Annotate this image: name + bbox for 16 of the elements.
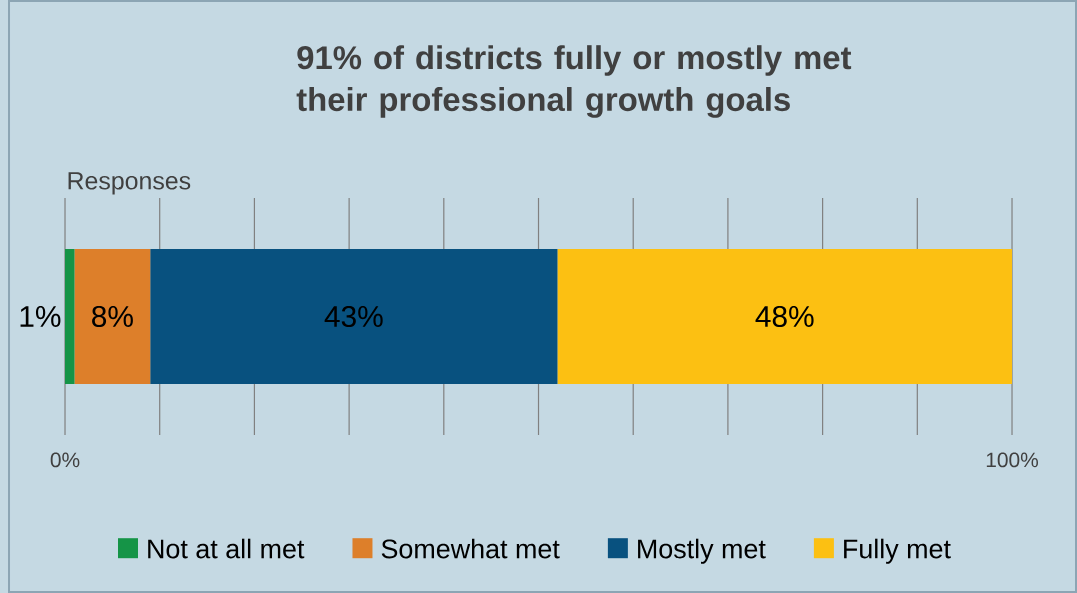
legend-label: Somewhat met [381, 538, 560, 559]
legend-label: Mostly met [638, 538, 766, 564]
y-tick-label: Responses [68, 172, 191, 195]
bar [150, 248, 558, 385]
data-label: 8% [92, 305, 133, 328]
legend-label: Not at all met [148, 538, 305, 559]
chart-title: 91% of districts fully or mostly met their professional growth goals [296, 45, 852, 118]
data-label: 43% [324, 305, 383, 328]
bar [65, 248, 75, 385]
bar [74, 248, 151, 385]
data-label: 48% [755, 305, 814, 328]
legend-label: Fully met [844, 538, 951, 564]
data-label: 1% [20, 306, 61, 327]
x-tick-label: 100% [986, 452, 1039, 468]
bar [557, 248, 1013, 385]
x-tick-label: 0% [50, 452, 80, 468]
